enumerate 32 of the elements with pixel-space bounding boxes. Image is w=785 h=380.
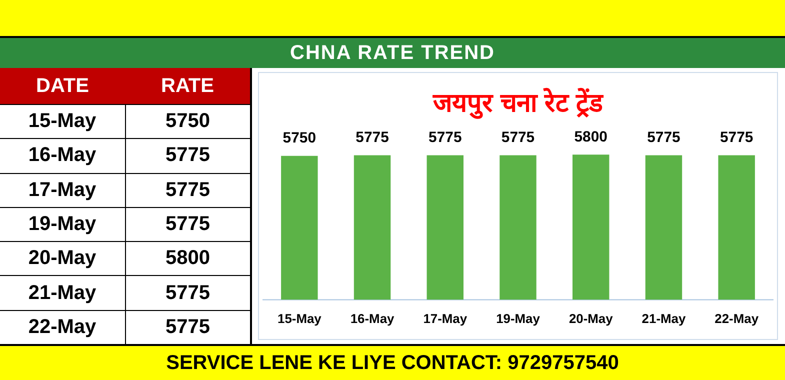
data-label: 5750 xyxy=(282,130,316,147)
x-tick-label: 15-May xyxy=(277,310,322,326)
category-label: 20-May xyxy=(28,247,96,270)
text: 5775 xyxy=(166,178,210,201)
text: 5775 xyxy=(166,316,210,338)
category-label: 17-May xyxy=(28,178,96,201)
chart-subtitle: जयपुर चना रेट ट्रेंड xyxy=(432,88,604,120)
x-tick-label: 20-May xyxy=(568,310,614,326)
data-label: 5775 xyxy=(501,130,535,146)
x-tick-label: 21-May xyxy=(642,310,686,326)
text: 5750 xyxy=(166,110,210,132)
data-label: 5775 xyxy=(356,130,389,146)
x-tick-label: 16-May xyxy=(350,310,396,326)
chart-title: CHNA RATE TREND xyxy=(0,38,785,68)
text: DATE xyxy=(35,74,90,98)
category-label: 19-May xyxy=(28,212,96,235)
data-label: 5775 xyxy=(647,130,680,146)
text: 5775 xyxy=(166,144,210,166)
text: 5800 xyxy=(166,247,210,270)
data-label: 5775 xyxy=(720,130,754,146)
text: 5775 xyxy=(166,282,210,304)
text: SERVICE LENE KE LIYE CONTACT: 9729757540 xyxy=(166,352,619,374)
x-tick-label: 17-May xyxy=(423,310,468,326)
data-label: 5775 xyxy=(428,130,462,146)
category-label: 21-May xyxy=(28,282,96,304)
category-label: 16-May xyxy=(28,144,96,166)
text: RATE xyxy=(160,74,215,98)
data-label: 5800 xyxy=(574,129,608,146)
category-label: 15-May xyxy=(28,110,96,132)
text: 5775 xyxy=(166,212,210,235)
x-tick-label: 19-May xyxy=(496,310,541,326)
x-tick-label: 22-May xyxy=(714,310,760,326)
